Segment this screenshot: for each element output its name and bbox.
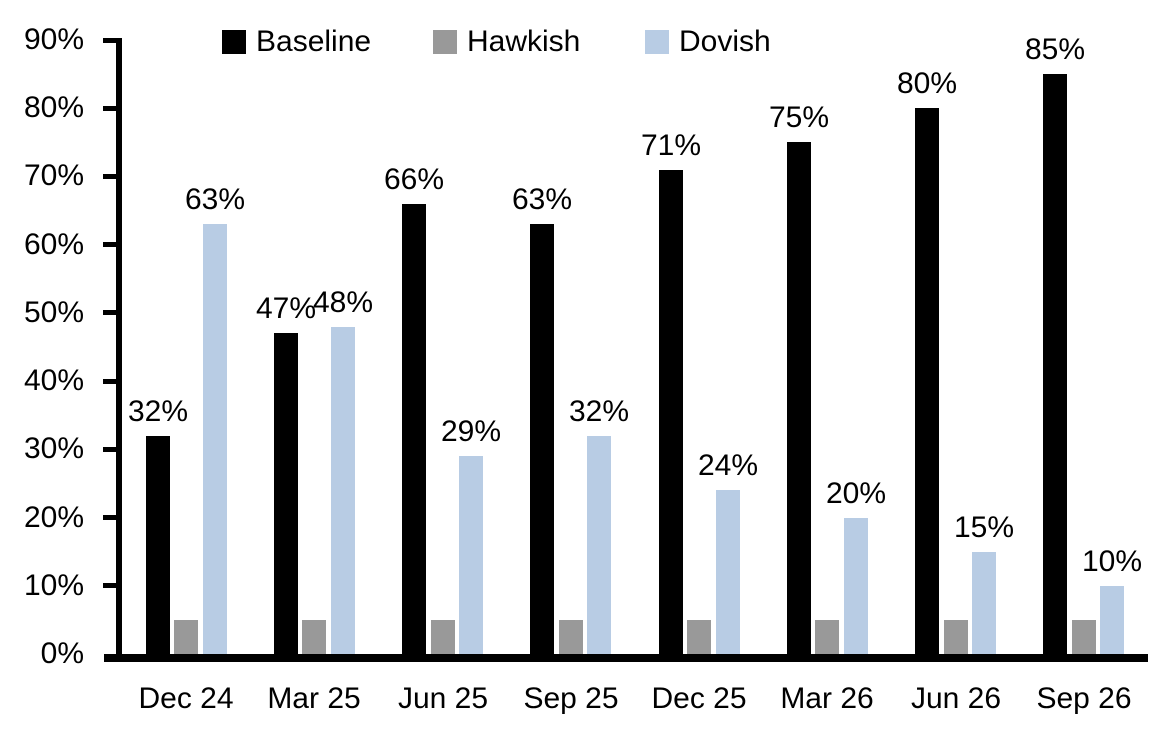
x-axis-category-label: Jun 26 (910, 682, 1002, 715)
x-axis-category-label: Mar 26 (780, 682, 874, 715)
y-axis-tick (103, 379, 116, 384)
legend-swatch-baseline (222, 30, 246, 54)
bar-value-label: 71% (640, 129, 702, 162)
y-axis-tick (103, 242, 116, 247)
bar-value-label: 85% (1024, 33, 1086, 66)
x-axis-category-label: Dec 25 (651, 682, 747, 715)
y-axis-tick (103, 515, 116, 520)
bar-value-label: 48% (312, 286, 374, 319)
y-axis-tick (103, 583, 116, 588)
bar-dovish-sep-26 (1100, 586, 1124, 654)
bar-value-label: 10% (1081, 545, 1143, 578)
y-axis-tick (103, 174, 116, 179)
y-axis-tick-label: 80% (23, 91, 84, 124)
legend-item-dovish: Dovish (645, 26, 771, 58)
legend-swatch-hawkish (433, 30, 457, 54)
bar-baseline-dec-25 (659, 170, 683, 654)
x-axis-category-label: Mar 25 (267, 682, 361, 715)
bar-hawkish-jun-25 (431, 620, 455, 654)
y-axis-tick-label: 10% (23, 569, 84, 602)
y-axis-tick (103, 38, 116, 43)
legend-label: Dovish (679, 25, 771, 58)
x-axis-category-label: Sep 26 (1036, 682, 1132, 715)
y-axis-tick-label: 60% (23, 228, 84, 261)
y-axis-tick-label: 20% (23, 501, 84, 534)
bar-hawkish-dec-24 (174, 620, 198, 654)
bar-value-label: 66% (383, 163, 445, 196)
bar-value-label: 63% (511, 183, 573, 216)
legend-swatch-dovish (645, 30, 669, 54)
y-axis-tick (103, 310, 116, 315)
y-axis-tick (103, 106, 116, 111)
bar-value-label: 29% (440, 415, 502, 448)
y-axis-tick-label: 50% (23, 296, 84, 329)
bar-baseline-sep-26 (1043, 74, 1067, 654)
y-axis-tick (103, 447, 116, 452)
bar-hawkish-dec-25 (687, 620, 711, 654)
y-axis-tick-label: 70% (23, 159, 84, 192)
y-axis-tick-label: 40% (23, 364, 84, 397)
bar-value-label: 80% (896, 67, 958, 100)
bar-hawkish-mar-26 (815, 620, 839, 654)
bar-value-label: 32% (127, 395, 189, 428)
bar-baseline-dec-24 (146, 436, 170, 654)
x-axis-category-label: Sep 25 (523, 682, 619, 715)
bar-dovish-sep-25 (587, 436, 611, 654)
legend-label: Baseline (256, 25, 372, 58)
legend-item-hawkish: Hawkish (433, 26, 580, 58)
legend-item-baseline: Baseline (222, 26, 371, 58)
bar-value-label: 75% (768, 101, 830, 134)
bar-dovish-jun-26 (972, 552, 996, 654)
bar-dovish-mar-26 (844, 518, 868, 654)
bar-baseline-jun-25 (402, 204, 426, 654)
bar-value-label: 47% (255, 292, 317, 325)
bar-value-label: 15% (953, 511, 1015, 544)
y-axis-line (116, 38, 122, 662)
y-axis-tick-label: 0% (40, 637, 84, 670)
bar-hawkish-sep-25 (559, 620, 583, 654)
bar-baseline-mar-26 (787, 142, 811, 654)
bar-hawkish-sep-26 (1072, 620, 1096, 654)
bar-dovish-dec-25 (716, 490, 740, 654)
bar-value-label: 20% (825, 477, 887, 510)
bar-value-label: 32% (568, 395, 630, 428)
bar-dovish-mar-25 (331, 327, 355, 654)
bar-dovish-jun-25 (459, 456, 483, 654)
x-axis-line (104, 654, 1148, 662)
bar-value-label: 63% (184, 183, 246, 216)
bar-hawkish-mar-25 (302, 620, 326, 654)
x-axis-category-label: Jun 25 (397, 682, 489, 715)
y-axis-tick-label: 30% (23, 432, 84, 465)
bar-hawkish-jun-26 (944, 620, 968, 654)
legend-label: Hawkish (467, 25, 581, 58)
bar-baseline-mar-25 (274, 333, 298, 654)
bar-baseline-sep-25 (530, 224, 554, 654)
y-axis-tick-label: 90% (23, 23, 84, 56)
bar-baseline-jun-26 (915, 108, 939, 654)
bar-value-label: 24% (697, 449, 759, 482)
x-axis-category-label: Dec 24 (138, 682, 234, 715)
bar-dovish-dec-24 (203, 224, 227, 654)
